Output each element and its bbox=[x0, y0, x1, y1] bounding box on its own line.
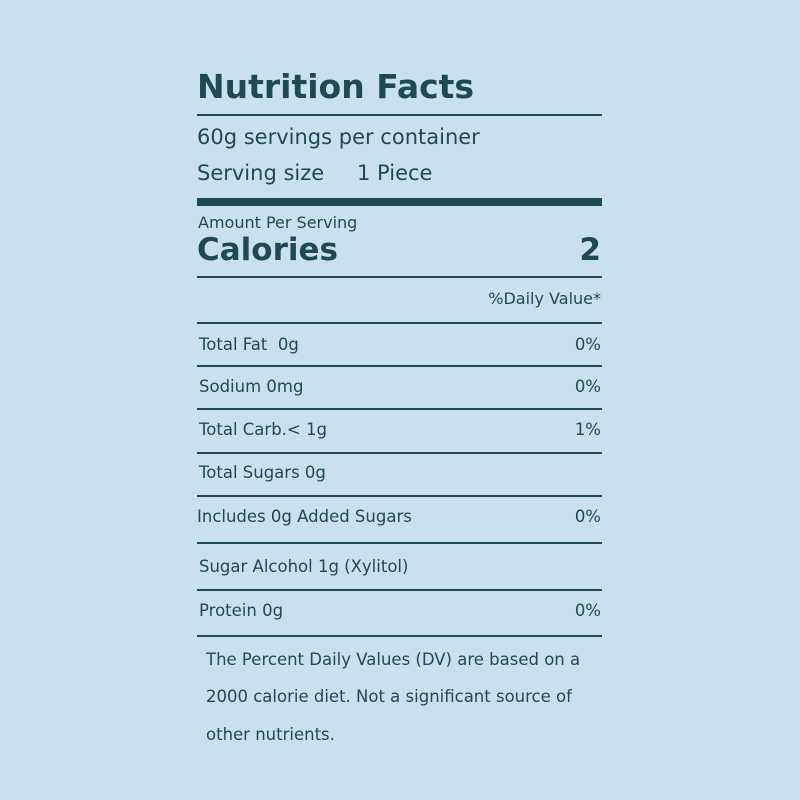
row-name: Total Fat 0g bbox=[199, 335, 299, 354]
title: Nutrition Facts bbox=[197, 67, 475, 106]
rule bbox=[197, 452, 602, 454]
row-dv: 1% bbox=[574, 420, 601, 439]
rule bbox=[197, 542, 602, 544]
row-dv: 0% bbox=[574, 335, 601, 354]
rule bbox=[197, 276, 602, 278]
amount-per-serving: Amount Per Serving bbox=[198, 213, 358, 232]
thick-rule bbox=[197, 198, 602, 206]
row-name: Sugar Alcohol 1g (Xylitol) bbox=[199, 557, 409, 576]
row-dv: 0% bbox=[574, 377, 601, 396]
serving-size-value: 1 Piece bbox=[357, 161, 433, 185]
footnote-line: 2000 calorie diet. Not a significant sou… bbox=[206, 687, 572, 706]
rule bbox=[197, 635, 602, 637]
footnote-line: other nutrients. bbox=[206, 725, 335, 744]
rule bbox=[197, 495, 602, 497]
row-name: Total Sugars 0g bbox=[199, 463, 326, 482]
row-dv: 0% bbox=[574, 507, 601, 526]
servings: 60g servings per container bbox=[197, 125, 480, 149]
daily-value-header: %Daily Value* bbox=[488, 289, 601, 308]
rule bbox=[197, 589, 602, 591]
row-name: Includes 0g Added Sugars bbox=[197, 507, 412, 526]
row-name: Total Carb.< 1g bbox=[199, 420, 327, 439]
rule bbox=[197, 114, 602, 116]
row-dv: 0% bbox=[574, 601, 601, 620]
footnote-line: The Percent Daily Values (DV) are based … bbox=[206, 650, 581, 669]
serving-size-label: Serving size bbox=[197, 161, 325, 185]
row-name: Protein 0g bbox=[199, 601, 284, 620]
calories-label: Calories bbox=[197, 232, 338, 268]
rule bbox=[197, 365, 602, 367]
calories-value: 2 bbox=[579, 232, 601, 268]
rule bbox=[197, 408, 602, 410]
row-name: Sodium 0mg bbox=[199, 377, 304, 396]
rule bbox=[197, 322, 602, 324]
